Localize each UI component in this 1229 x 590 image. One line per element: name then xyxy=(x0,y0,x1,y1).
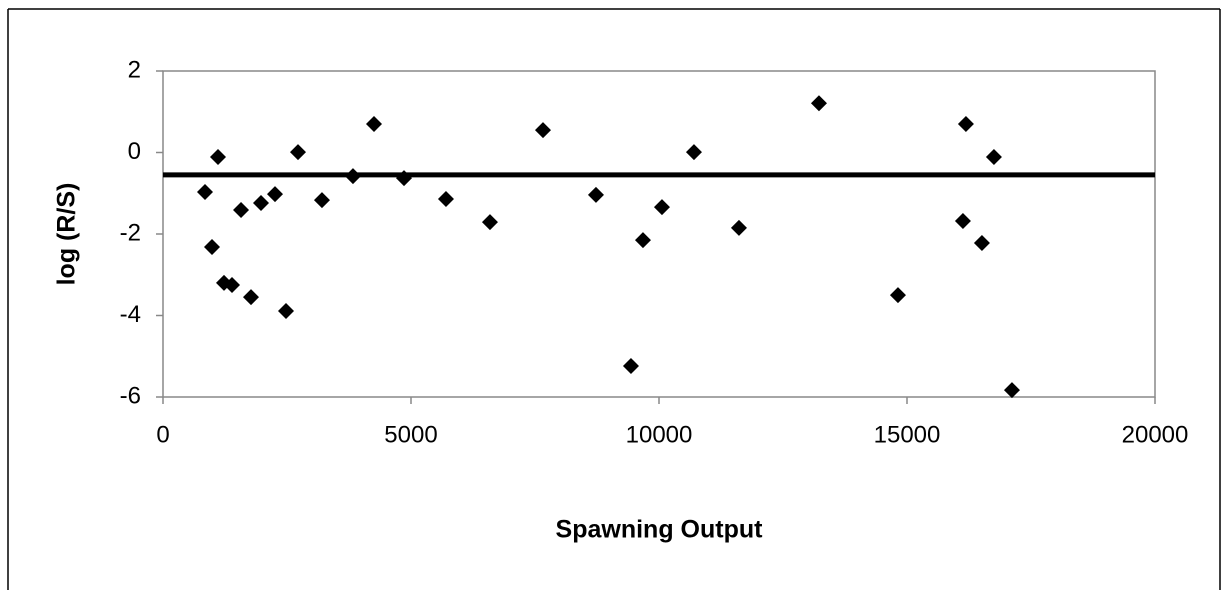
point xyxy=(810,95,827,112)
point xyxy=(985,148,1002,165)
point xyxy=(954,212,971,229)
point xyxy=(253,195,270,212)
point xyxy=(730,219,747,236)
point xyxy=(313,192,330,209)
point xyxy=(437,190,454,207)
point xyxy=(587,186,604,203)
x-tick-label: 10000 xyxy=(626,421,693,448)
point xyxy=(481,214,498,231)
point xyxy=(973,234,990,251)
point xyxy=(634,232,651,249)
point xyxy=(344,168,361,185)
point xyxy=(685,144,702,161)
y-tick-label: -2 xyxy=(120,219,141,246)
point xyxy=(278,303,295,320)
point xyxy=(204,239,221,256)
point xyxy=(210,148,227,165)
point xyxy=(534,122,551,139)
x-tick-label: 20000 xyxy=(1122,421,1189,448)
point xyxy=(957,115,974,132)
point xyxy=(889,287,906,304)
point xyxy=(365,115,382,132)
y-axis-label: log (R/S) xyxy=(53,183,81,286)
point xyxy=(223,276,240,293)
y-tick-label: 2 xyxy=(128,56,141,83)
x-tick-label: 15000 xyxy=(874,421,941,448)
point xyxy=(290,144,307,161)
y-tick-label: 0 xyxy=(128,138,141,165)
y-tick-label: -6 xyxy=(120,382,141,409)
point xyxy=(266,186,283,203)
point xyxy=(396,170,413,187)
y-tick-label: -4 xyxy=(120,301,141,328)
point xyxy=(653,199,670,216)
x-axis-label: Spawning Output xyxy=(556,516,764,544)
plot-area xyxy=(162,70,1156,398)
point xyxy=(233,201,250,218)
x-tick-label: 0 xyxy=(156,421,169,448)
point xyxy=(1003,382,1020,399)
x-tick-label: 5000 xyxy=(384,421,437,448)
point xyxy=(242,289,259,306)
point xyxy=(622,358,639,375)
point xyxy=(197,184,214,201)
